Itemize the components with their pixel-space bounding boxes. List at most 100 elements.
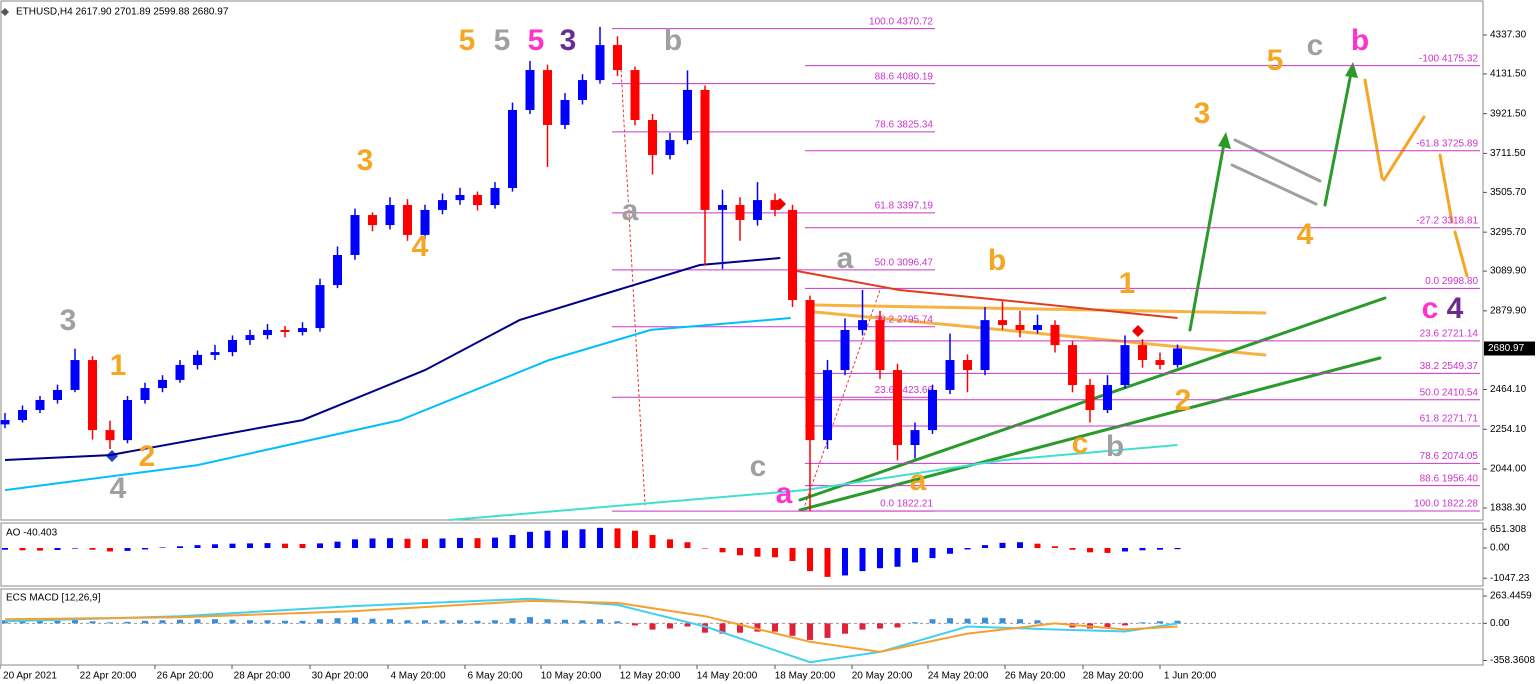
- candle-body: [280, 329, 290, 333]
- candle-body: [473, 194, 482, 206]
- arrow: [1382, 115, 1426, 182]
- ao-bar: [334, 541, 341, 549]
- candle-body: [298, 328, 307, 333]
- ao-bar: [632, 530, 638, 549]
- candle-body: [735, 205, 745, 220]
- macd-frame: [0, 588, 1484, 666]
- ao-bar: [597, 527, 603, 549]
- ao-bar: [737, 548, 743, 556]
- candle-body: [840, 329, 850, 371]
- fib-label: 50.0 2410.54: [1420, 387, 1479, 398]
- fib-label: 88.6 4080.19: [875, 71, 934, 82]
- wave-label: a: [776, 477, 793, 510]
- ao-bar: [177, 546, 183, 549]
- wave-label: 4: [110, 472, 127, 505]
- macd-bar: [544, 619, 551, 624]
- macd-bar: [597, 619, 603, 624]
- macd-bar: [772, 623, 778, 632]
- candle-body: [1173, 348, 1182, 365]
- y-tick-label: 1838.30: [1490, 503, 1527, 514]
- candle-body: [595, 45, 605, 81]
- macd-bar: [89, 621, 96, 624]
- candle-body: [683, 89, 692, 141]
- macd-bar: [2, 620, 8, 624]
- x-tick-label: 12 May 20:00: [620, 671, 681, 682]
- candle-body: [980, 320, 990, 371]
- ao-bar: [614, 528, 621, 549]
- y-tick-label: 2044.00: [1490, 464, 1527, 475]
- candle-body: [105, 430, 115, 441]
- ao-bar: [352, 539, 358, 549]
- ao-tick-label: 0.00: [1490, 543, 1510, 554]
- ao-bar: [317, 543, 323, 549]
- macd-bar: [929, 619, 936, 624]
- ao-bar: [684, 542, 691, 549]
- y-tick-label: 2879.90: [1490, 305, 1527, 316]
- macd-bar: [1139, 622, 1146, 624]
- candle-body: [18, 410, 27, 421]
- y-tick-label: 2254.10: [1490, 424, 1527, 435]
- macd-tick-label: 263.4459: [1490, 591, 1532, 602]
- ao-bar: [982, 545, 988, 549]
- wave-label: 2: [1175, 384, 1192, 417]
- y-tick-label: 3711.50: [1490, 148, 1526, 159]
- candle-body: [648, 120, 657, 156]
- chart-title: ETHUSD,H4 2617.90 2701.89 2599.88 2680.9…: [16, 7, 229, 18]
- trendline: [798, 356, 1382, 512]
- macd-line: [4, 597, 1178, 664]
- candle-body: [928, 389, 937, 431]
- candle-body: [1085, 385, 1095, 411]
- macd-bar: [439, 620, 446, 624]
- wave-label: b: [988, 244, 1006, 277]
- marker: [1132, 325, 1144, 337]
- candle-body: [1155, 360, 1165, 365]
- wave-label: 1: [110, 349, 127, 382]
- candle-body: [0, 420, 10, 425]
- candle-body: [1120, 345, 1130, 386]
- ao-bar: [124, 548, 131, 551]
- ao-tick-label: 651.308: [1490, 524, 1527, 535]
- wave-label: 3: [357, 144, 374, 177]
- ao-label: AO -40.403: [6, 528, 58, 539]
- ao-bar: [212, 544, 218, 549]
- ao-bar: [159, 547, 166, 549]
- ao-bar: [282, 543, 288, 549]
- macd-bar: [1122, 623, 1128, 626]
- candle-body: [753, 200, 762, 220]
- ao-bar: [509, 535, 516, 549]
- x-tick-label: 26 May 20:00: [1005, 671, 1066, 682]
- macd-bar: [72, 619, 78, 624]
- macd-bar: [789, 623, 796, 636]
- candle-body: [88, 360, 97, 431]
- candle-body: [1015, 325, 1025, 330]
- wave-label: 1: [1119, 267, 1136, 300]
- ao-bar: [369, 538, 376, 549]
- last-price-label: 2680.97: [1488, 343, 1525, 354]
- candle-body: [333, 254, 342, 286]
- wave-label: 4: [1447, 292, 1464, 325]
- macd-bar: [807, 623, 813, 640]
- wave-label: 2: [139, 440, 156, 473]
- fib-label: 100.0 4370.72: [869, 16, 933, 27]
- moving-average: [449, 444, 1178, 521]
- ao-bar: [719, 548, 726, 553]
- macd-bar: [859, 623, 866, 630]
- candle-body: [700, 89, 710, 210]
- candle-body: [718, 205, 727, 210]
- candle-body: [613, 45, 622, 71]
- wave-label: 3: [60, 304, 77, 337]
- candle-body: [123, 399, 132, 441]
- macd-bar: [54, 620, 61, 624]
- ao-bar: [754, 548, 761, 557]
- candle-body: [490, 187, 500, 206]
- macd-bar: [964, 618, 971, 624]
- fib-label: 23.6 2423.66: [875, 385, 934, 396]
- macd-bar: [124, 621, 131, 624]
- candle-body: [578, 80, 587, 100]
- wave-label: c: [750, 450, 767, 483]
- ao-bar: [929, 548, 936, 559]
- candle-body: [823, 370, 832, 441]
- fib-label: -100 4175.32: [1419, 53, 1478, 64]
- ao-bar: [1157, 548, 1163, 550]
- ao-bar: [579, 529, 586, 549]
